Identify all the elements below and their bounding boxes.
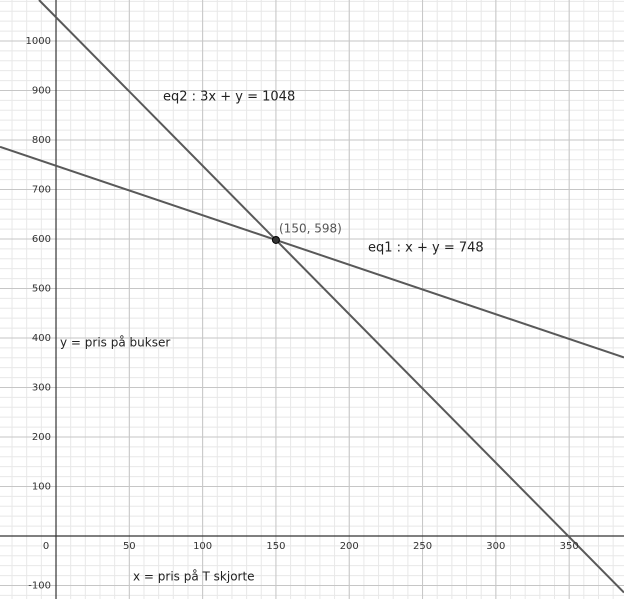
x-tick-label: 350 <box>560 541 579 552</box>
x-tick-label: 200 <box>340 541 359 552</box>
line <box>0 145 624 359</box>
series-label: eq2 : 3x + y = 1048 <box>163 90 295 105</box>
y-tick-label: 200 <box>32 432 51 443</box>
point-label: (150, 598) <box>279 222 342 236</box>
y-tick-label: 100 <box>32 481 51 492</box>
y-tick-label: 500 <box>32 283 51 294</box>
line <box>38 0 624 594</box>
x-tick-label: 100 <box>193 541 212 552</box>
y-tick-label: 600 <box>32 234 51 245</box>
y-tick-label: 400 <box>32 333 51 344</box>
x-tick-label: 0 <box>43 541 49 552</box>
y-tick-label: 300 <box>32 382 51 393</box>
y-axis-label: y = pris på bukser <box>60 336 170 350</box>
y-tick-label: 900 <box>32 85 51 96</box>
x-tick-label: 300 <box>486 541 505 552</box>
x-tick-label: 50 <box>123 541 136 552</box>
intersection-point <box>271 235 280 244</box>
y-tick-label: 800 <box>32 135 51 146</box>
series-label: eq1 : x + y = 748 <box>368 241 484 256</box>
y-tick-label: -100 <box>28 580 51 591</box>
x-tick-label: 150 <box>266 541 285 552</box>
y-tick-label: 1000 <box>26 36 51 47</box>
x-tick-label: 250 <box>413 541 432 552</box>
y-tick-label: 700 <box>32 184 51 195</box>
x-axis-label: x = pris på T skjorte <box>133 570 255 584</box>
